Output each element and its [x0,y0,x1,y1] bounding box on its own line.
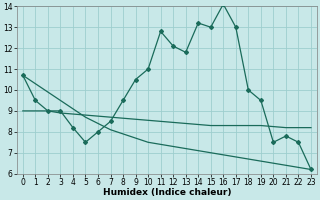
X-axis label: Humidex (Indice chaleur): Humidex (Indice chaleur) [103,188,231,197]
